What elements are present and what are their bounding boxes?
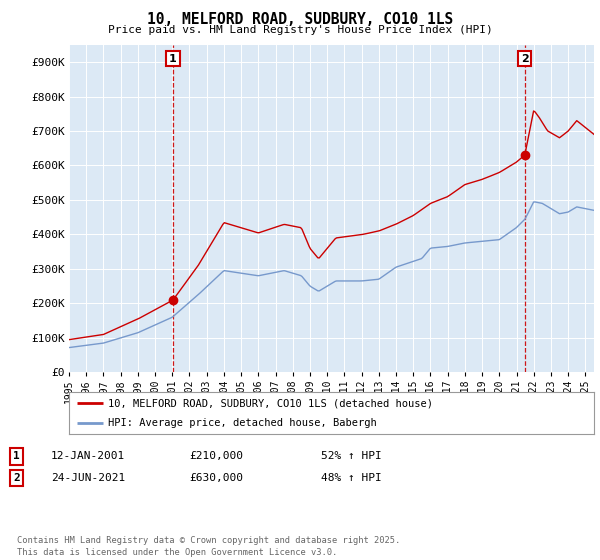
Text: 1: 1 [169,54,177,64]
Text: 2: 2 [13,473,20,483]
Text: 52% ↑ HPI: 52% ↑ HPI [321,451,382,461]
Text: £210,000: £210,000 [189,451,243,461]
Text: Contains HM Land Registry data © Crown copyright and database right 2025.
This d: Contains HM Land Registry data © Crown c… [17,536,400,557]
Text: 48% ↑ HPI: 48% ↑ HPI [321,473,382,483]
Text: 24-JUN-2021: 24-JUN-2021 [51,473,125,483]
Text: 1: 1 [13,451,20,461]
Text: 10, MELFORD ROAD, SUDBURY, CO10 1LS (detached house): 10, MELFORD ROAD, SUDBURY, CO10 1LS (det… [109,398,433,408]
Text: Price paid vs. HM Land Registry's House Price Index (HPI): Price paid vs. HM Land Registry's House … [107,25,493,35]
Text: HPI: Average price, detached house, Babergh: HPI: Average price, detached house, Babe… [109,418,377,428]
Text: 12-JAN-2001: 12-JAN-2001 [51,451,125,461]
Text: £630,000: £630,000 [189,473,243,483]
Text: 10, MELFORD ROAD, SUDBURY, CO10 1LS: 10, MELFORD ROAD, SUDBURY, CO10 1LS [147,12,453,27]
Text: 2: 2 [521,54,529,64]
